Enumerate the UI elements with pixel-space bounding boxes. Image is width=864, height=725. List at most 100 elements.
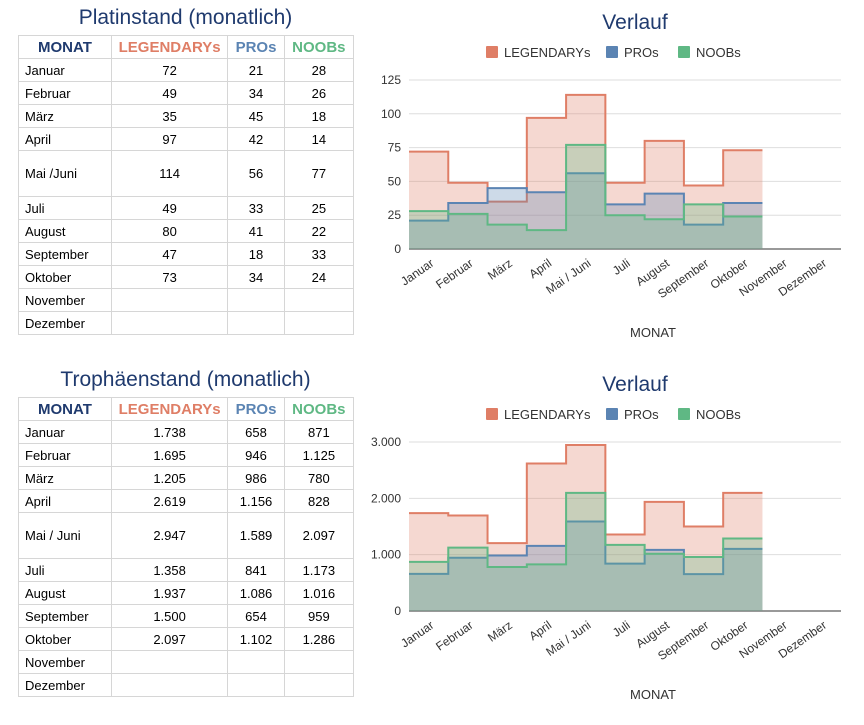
value-cell: 841	[227, 558, 285, 582]
month-cell: April	[18, 489, 112, 513]
legend-swatch	[606, 408, 618, 420]
value-cell: 18	[227, 242, 285, 266]
table-row: November	[18, 288, 355, 312]
value-cell: 33	[227, 196, 285, 220]
table-row: Mai /Juni 114 56 77	[18, 150, 355, 197]
y-tick-label: 75	[388, 141, 402, 155]
value-cell: 1.500	[110, 604, 229, 628]
y-tick-label: 1.000	[371, 548, 401, 562]
month-cell: September	[18, 604, 112, 628]
y-tick-label: 125	[381, 73, 401, 87]
value-cell: 49	[110, 196, 229, 220]
month-cell: Januar	[18, 58, 112, 82]
month-cell: Februar	[18, 81, 112, 105]
trophy-table-title: Trophäenstand (monatlich)	[60, 368, 311, 391]
x-tick-label: Juli	[610, 618, 633, 640]
legend-label: PROs	[624, 407, 659, 422]
x-tick-label: März	[485, 256, 515, 283]
value-cell: 49	[110, 81, 229, 105]
value-cell: 114	[110, 150, 229, 197]
value-cell	[227, 673, 285, 697]
month-cell: Oktober	[18, 627, 112, 651]
x-tick-label: Mai / Juni	[543, 256, 593, 297]
y-tick-label: 25	[388, 208, 402, 222]
header-legendarys: LEGENDARYs	[110, 397, 229, 421]
month-cell: Juli	[18, 196, 112, 220]
month-cell: November	[18, 288, 112, 312]
x-tick-label: Mai / Juni	[543, 618, 593, 659]
trophy-table: MONAT LEGENDARYs PROs NOOBs Januar 1.738 658 87…	[18, 397, 355, 697]
value-cell	[110, 673, 229, 697]
table-row: Januar 72 21 28	[18, 58, 355, 82]
header-noobs: NOOBs	[283, 35, 355, 59]
value-cell: 73	[110, 265, 229, 289]
header-noobs: NOOBs	[283, 397, 355, 421]
area-noobs	[409, 144, 763, 249]
value-cell: 2.619	[110, 489, 229, 513]
value-cell: 14	[283, 127, 355, 151]
x-tick-label: Juli	[610, 256, 633, 278]
month-cell: Mai / Juni	[18, 512, 112, 559]
value-cell: 1.086	[227, 581, 285, 605]
value-cell: 21	[227, 58, 285, 82]
value-cell: 18	[283, 104, 355, 128]
step-line-pros	[409, 520, 763, 576]
value-cell: 77	[283, 150, 355, 197]
value-cell: 80	[110, 219, 229, 243]
value-cell: 2.097	[283, 512, 355, 559]
value-cell: 34	[227, 265, 285, 289]
chart-title: Verlauf	[602, 11, 668, 34]
value-cell: 871	[283, 420, 355, 444]
x-tick-label: Februar	[433, 618, 475, 654]
step-line-noobs	[409, 143, 763, 232]
value-cell: 1.102	[227, 627, 285, 651]
table-row: September 47 18 33	[18, 242, 355, 266]
value-cell	[283, 311, 355, 335]
value-cell	[283, 288, 355, 312]
platinum-table-title: Platinstand (monatlich)	[78, 6, 293, 29]
value-cell: 959	[283, 604, 355, 628]
value-cell: 41	[227, 219, 285, 243]
table-row: April 97 42 14	[18, 127, 355, 151]
x-tick-label: April	[526, 618, 554, 643]
header-legendarys: LEGENDARYs	[110, 35, 229, 59]
value-cell: 1.589	[227, 512, 285, 559]
value-cell: 1.016	[283, 581, 355, 605]
table-header-row: MONAT LEGENDARYs PROs NOOBs	[18, 35, 355, 59]
y-tick-label: 0	[394, 604, 401, 618]
value-cell: 47	[110, 242, 229, 266]
value-cell: 72	[110, 58, 229, 82]
month-cell: Dezember	[18, 311, 112, 335]
table-row: Dezember	[18, 673, 355, 697]
legend-label: NOOBs	[696, 45, 741, 60]
value-cell: 1.156	[227, 489, 285, 513]
month-cell: April	[18, 127, 112, 151]
value-cell: 25	[283, 196, 355, 220]
y-tick-label: 0	[394, 242, 401, 256]
value-cell: 2.947	[110, 512, 229, 559]
table-row: März 1.205 986 780	[18, 466, 355, 490]
x-tick-label: Februar	[433, 256, 475, 292]
value-cell: 2.097	[110, 627, 229, 651]
table-row: März 35 45 18	[18, 104, 355, 128]
table-row: Oktober 2.097 1.102 1.286	[18, 627, 355, 651]
value-cell: 34	[227, 81, 285, 105]
value-cell: 35	[110, 104, 229, 128]
x-tick-label: April	[526, 256, 554, 281]
value-cell: 780	[283, 466, 355, 490]
area-pros	[409, 173, 763, 249]
value-cell	[227, 288, 285, 312]
value-cell: 828	[283, 489, 355, 513]
value-cell: 22	[283, 219, 355, 243]
legend-label: LEGENDARYs	[504, 45, 591, 60]
y-tick-label: 3.000	[371, 435, 401, 449]
x-tick-label: Januar	[398, 256, 436, 289]
header-monat: MONAT	[18, 397, 112, 421]
table-row: Dezember	[18, 311, 355, 335]
value-cell: 986	[227, 466, 285, 490]
x-axis-label: MONAT	[630, 687, 676, 702]
value-cell: 1.738	[110, 420, 229, 444]
legend-swatch	[486, 408, 498, 420]
table-header-row: MONAT LEGENDARYs PROs NOOBs	[18, 397, 355, 421]
value-cell	[283, 673, 355, 697]
